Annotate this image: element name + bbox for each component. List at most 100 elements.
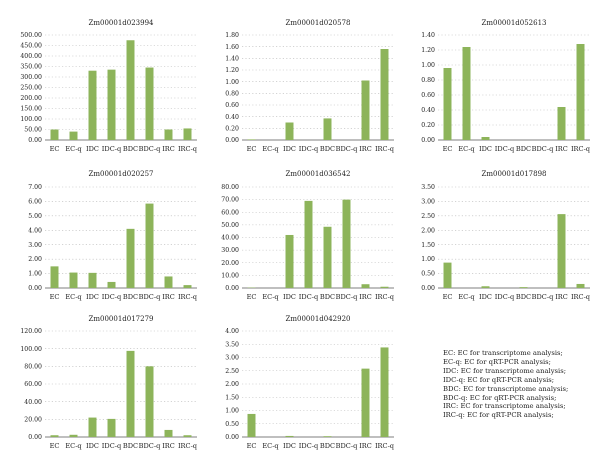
x-tick-label: IDC-q [299, 442, 319, 450]
y-tick-label: 3.00 [225, 355, 239, 362]
y-tick-label: 0.80 [225, 90, 239, 97]
x-tick-label: EC [247, 293, 257, 301]
bar [69, 131, 78, 140]
bar [285, 122, 294, 140]
legend-entry: IRC-q: EC for qRT-PCR analysis; [443, 411, 554, 420]
y-tick-label: 7.00 [28, 184, 42, 191]
y-tick-label: 50.00 [221, 222, 239, 229]
x-tick-label: IRC [555, 293, 568, 301]
chart-title: Zm00001d042920 [286, 315, 351, 323]
x-tick-label: EC [247, 442, 257, 450]
y-tick-label: 0.80 [421, 77, 435, 84]
x-tick-label: EC-q [262, 293, 279, 301]
x-tick-label: IRC [359, 442, 372, 450]
x-tick-label: BDC [320, 145, 335, 153]
x-tick-label: IRC [162, 293, 175, 301]
bar [50, 266, 59, 288]
x-tick-label: IDC [86, 442, 99, 450]
bar [69, 272, 78, 288]
x-tick-label: IDC [86, 145, 99, 153]
x-tick-label: IDC [479, 145, 492, 153]
bar [107, 418, 116, 437]
x-tick-label: BDC-q [532, 145, 554, 153]
y-tick-label: 120.00 [20, 328, 42, 335]
bar [126, 40, 135, 140]
x-tick-label: EC-q [65, 442, 82, 450]
legend-entry: EC-q: EC for qRT-PCR analysis; [443, 357, 551, 366]
bar [164, 129, 173, 140]
bar [50, 129, 59, 140]
bar [443, 262, 452, 288]
y-tick-label: 450.00 [20, 43, 42, 50]
bar [50, 435, 59, 437]
x-tick-label: IDC-q [102, 442, 122, 450]
bar [88, 70, 97, 140]
bar [462, 47, 471, 140]
x-tick-label: IDC-q [299, 293, 319, 301]
x-tick-label: IDC [479, 293, 492, 301]
x-tick-label: IDC-q [299, 145, 319, 153]
legend-entry: BDC-q: EC for qRT-PCR analysis; [443, 393, 557, 402]
x-tick-label: BDC [123, 293, 138, 301]
bar [342, 199, 351, 288]
y-tick-label: 20.00 [221, 260, 239, 267]
bar [323, 436, 332, 437]
x-tick-label: IRC-q [375, 293, 395, 301]
x-tick-label: IRC-q [571, 145, 591, 153]
bar [247, 413, 256, 437]
chart-title: Zm00001d020578 [286, 19, 351, 27]
bar [126, 350, 135, 437]
bar [519, 287, 528, 288]
bar [247, 139, 256, 140]
y-tick-label: 350.00 [20, 64, 42, 71]
y-tick-label: 3.50 [225, 341, 239, 348]
x-tick-label: EC-q [458, 145, 475, 153]
bar [145, 67, 154, 140]
y-tick-label: 0.00 [225, 285, 239, 292]
y-tick-label: 0.00 [421, 137, 435, 144]
y-tick-label: 0.00 [421, 285, 435, 292]
bar [557, 214, 566, 288]
bar [107, 281, 116, 288]
x-tick-label: IRC [555, 145, 568, 153]
bar [361, 80, 370, 140]
y-tick-label: 2.00 [421, 227, 435, 234]
bar [323, 226, 332, 288]
y-tick-label: 0.50 [421, 271, 435, 278]
bar [126, 228, 135, 288]
y-tick-label: 3.00 [421, 199, 435, 206]
x-tick-label: BDC [123, 442, 138, 450]
y-tick-label: 2.50 [225, 368, 239, 375]
y-tick-label: 1.00 [421, 62, 435, 69]
x-tick-label: BDC [320, 442, 335, 450]
y-tick-label: 0.40 [225, 114, 239, 121]
bar [481, 137, 490, 140]
y-tick-label: 100.00 [20, 116, 42, 123]
legend-entry: EC: EC for transcriptome analysis; [443, 349, 563, 357]
y-tick-label: 1.00 [225, 408, 239, 415]
y-tick-label: 250.00 [20, 85, 42, 92]
x-tick-label: IRC [162, 442, 175, 450]
bar [361, 368, 370, 437]
bar [183, 435, 192, 437]
x-tick-label: IDC [86, 293, 99, 301]
chart-title: Zm00001d020257 [89, 170, 154, 178]
x-tick-label: EC [50, 442, 60, 450]
y-tick-label: 1.40 [225, 55, 239, 62]
y-tick-label: 0.20 [225, 125, 239, 132]
bar [481, 286, 490, 288]
x-tick-label: IRC-q [375, 442, 395, 450]
y-tick-label: 400.00 [20, 53, 42, 60]
y-tick-label: 0.00 [225, 434, 239, 441]
x-tick-label: EC [50, 145, 60, 153]
y-tick-label: 500.00 [20, 32, 42, 39]
x-tick-label: BDC [123, 145, 138, 153]
chart-title: Zm00001d036542 [286, 170, 351, 178]
bar [69, 434, 78, 437]
x-tick-label: EC-q [458, 293, 475, 301]
bar [183, 285, 192, 288]
y-tick-label: 1.50 [225, 394, 239, 401]
x-tick-label: EC-q [65, 293, 82, 301]
y-tick-label: 30.00 [221, 247, 239, 254]
